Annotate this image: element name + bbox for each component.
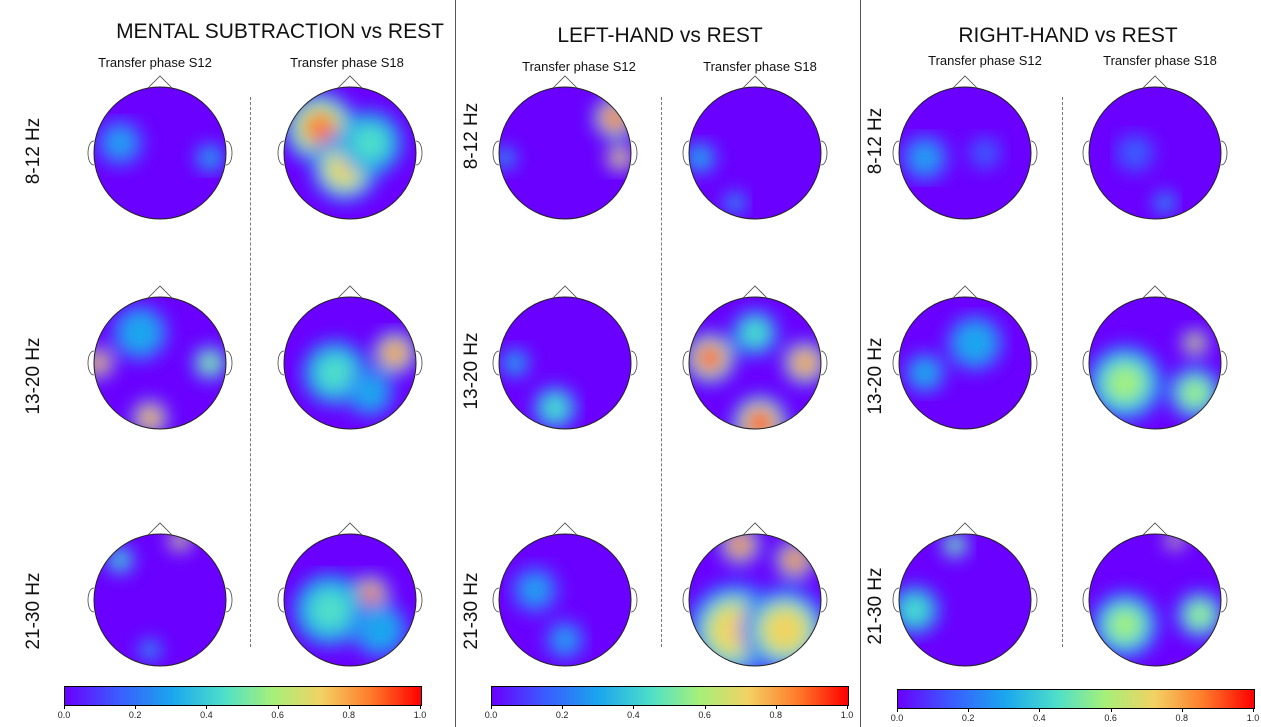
colorbar-tick-mark [705, 705, 706, 709]
band-label-8-12: 8-12 Hz [23, 91, 45, 211]
colorbar-tick-mark [1039, 708, 1040, 712]
colorbar [64, 686, 422, 706]
subtitle-s18: Transfer phase S18 [695, 59, 825, 74]
colorbar-tick-mark [897, 708, 898, 712]
band-label-13-20: 13-20 Hz [865, 316, 887, 436]
subtitle-s18: Transfer phase S18 [282, 55, 412, 70]
colorbar-tick-label: 0.6 [1104, 713, 1117, 723]
band-label-21-30: 21-30 Hz [23, 551, 45, 671]
scalp-map [1075, 283, 1235, 443]
band-label-8-12: 8-12 Hz [865, 81, 887, 201]
band-label-8-12: 8-12 Hz [461, 76, 483, 196]
colorbar-tick-label: 0.0 [891, 713, 904, 723]
colorbar-tick-mark [491, 705, 492, 709]
colorbar-tick-label: 0.6 [698, 710, 711, 720]
panel-title-right-hand: RIGHT-HAND vs REST [918, 24, 1218, 48]
subtitle-s18: Transfer phase S18 [1095, 53, 1225, 68]
colorbar-tick-label: 1.0 [414, 710, 427, 720]
colorbar-tick-mark [968, 708, 969, 712]
scalp-map [485, 73, 645, 233]
colorbar-tick-mark [278, 705, 279, 709]
colorbar-tick-mark [135, 705, 136, 709]
subtitle-s12: Transfer phase S12 [920, 53, 1050, 68]
subtitle-s12: Transfer phase S12 [514, 59, 644, 74]
panel-title-mental-subtraction: MENTAL SUBTRACTION vs REST [110, 20, 450, 44]
column-divider [1062, 97, 1063, 647]
colorbar-tick-mark [1111, 708, 1112, 712]
colorbar-tick-label: 0.6 [271, 710, 284, 720]
colorbar-tick-label: 0.8 [770, 710, 783, 720]
scalp-map [270, 73, 430, 233]
scalp-map [80, 283, 240, 443]
colorbar-tick-label: 1.0 [1247, 713, 1260, 723]
band-label-13-20: 13-20 Hz [461, 311, 483, 431]
colorbar-tick-mark [64, 705, 65, 709]
colorbar-tick-mark [776, 705, 777, 709]
colorbar-tick-mark [1182, 708, 1183, 712]
scalp-map [80, 73, 240, 233]
scalp-map [675, 520, 835, 680]
scalp-map [270, 283, 430, 443]
colorbar-tick-label: 0.0 [58, 710, 71, 720]
colorbar [897, 689, 1255, 709]
band-label-21-30: 21-30 Hz [461, 551, 483, 671]
colorbar-tick-mark [633, 705, 634, 709]
column-divider [250, 97, 251, 647]
scalp-map [885, 520, 1045, 680]
column-divider [661, 97, 662, 647]
colorbar-tick-label: 0.8 [343, 710, 356, 720]
panel-separator [860, 0, 861, 727]
scalp-map [885, 283, 1045, 443]
panel-title-left-hand: LEFT-HAND vs REST [510, 24, 810, 48]
colorbar-tick-label: 0.8 [1176, 713, 1189, 723]
scalp-map [270, 520, 430, 680]
scalp-map [1075, 520, 1235, 680]
colorbar-tick-label: 0.4 [200, 710, 213, 720]
colorbar-tick-label: 0.2 [129, 710, 142, 720]
colorbar [491, 686, 849, 706]
subtitle-s12: Transfer phase S12 [90, 55, 220, 70]
colorbar-tick-mark [847, 705, 848, 709]
scalp-map [675, 73, 835, 233]
colorbar-tick-label: 1.0 [841, 710, 854, 720]
colorbar-tick-label: 0.4 [627, 710, 640, 720]
scalp-map [485, 283, 645, 443]
band-label-21-30: 21-30 Hz [865, 546, 887, 666]
scalp-map [485, 520, 645, 680]
band-label-13-20: 13-20 Hz [23, 316, 45, 436]
scalp-map [80, 520, 240, 680]
colorbar-tick-mark [349, 705, 350, 709]
colorbar-tick-mark [562, 705, 563, 709]
colorbar-tick-label: 0.2 [962, 713, 975, 723]
colorbar-tick-label: 0.0 [485, 710, 498, 720]
colorbar-tick-label: 0.4 [1033, 713, 1046, 723]
colorbar-tick-mark [1253, 708, 1254, 712]
scalp-map [675, 283, 835, 443]
scalp-map [1075, 73, 1235, 233]
colorbar-tick-label: 0.2 [556, 710, 569, 720]
colorbar-tick-mark [420, 705, 421, 709]
scalp-map [885, 73, 1045, 233]
panel-separator [455, 0, 456, 727]
colorbar-tick-mark [206, 705, 207, 709]
